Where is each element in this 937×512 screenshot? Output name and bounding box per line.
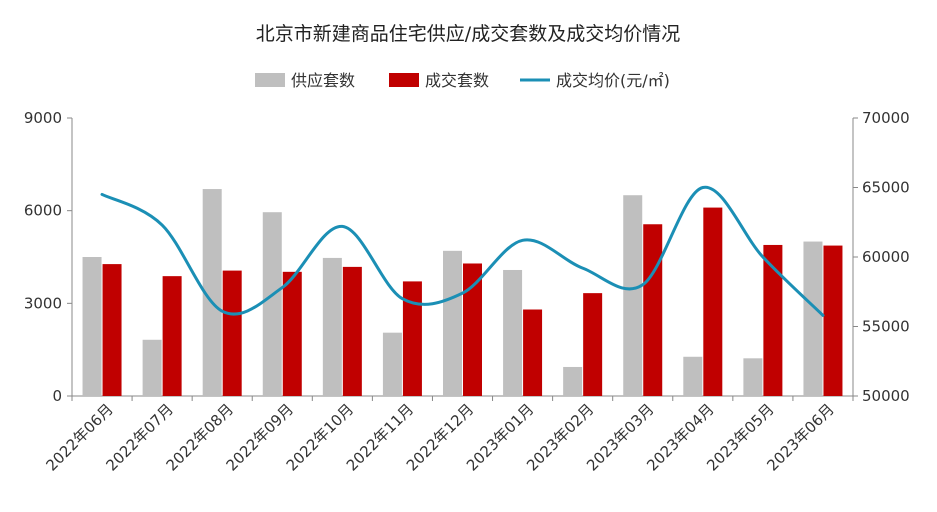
legend-label: 成交均价(元/㎡) xyxy=(556,71,670,90)
deal-bar xyxy=(763,244,783,396)
left-tick-label: 9000 xyxy=(24,109,62,127)
supply-bar xyxy=(743,358,763,396)
right-tick-label: 50000 xyxy=(862,387,910,405)
right-tick-label: 55000 xyxy=(862,318,910,336)
deal-bar xyxy=(823,245,843,396)
deal-bar xyxy=(402,281,422,396)
supply-bar xyxy=(202,189,222,396)
deal-bar xyxy=(703,207,723,396)
chart-title: 北京市新建商品住宅供应/成交套数及成交均价情况 xyxy=(256,23,680,45)
supply-bar xyxy=(443,250,462,396)
supply-bar xyxy=(563,366,583,396)
supply-bar xyxy=(382,332,402,396)
right-tick-label: 70000 xyxy=(862,109,910,127)
supply-bar xyxy=(803,241,823,396)
deal-bar xyxy=(583,293,603,396)
legend-label: 成交套数 xyxy=(425,71,489,90)
deal-bar xyxy=(222,270,242,396)
deal-bar xyxy=(342,266,362,396)
deal-bar xyxy=(282,271,302,396)
supply-bar xyxy=(623,195,643,396)
supply-bar xyxy=(683,356,703,396)
left-tick-label: 3000 xyxy=(24,294,62,312)
right-tick-label: 60000 xyxy=(862,248,910,266)
deal-bar xyxy=(643,224,663,396)
deal-bar xyxy=(162,276,182,396)
legend-swatch xyxy=(389,73,419,87)
legend-swatch xyxy=(255,73,285,87)
supply-bar xyxy=(322,257,342,396)
price-line xyxy=(100,185,825,317)
supply-bar xyxy=(262,212,282,396)
deal-bar xyxy=(102,264,122,396)
left-tick-label: 6000 xyxy=(24,202,62,220)
legend-label: 供应套数 xyxy=(291,71,355,90)
right-tick-label: 65000 xyxy=(862,179,910,197)
supply-bar xyxy=(142,339,162,396)
supply-bar xyxy=(503,269,523,396)
bars xyxy=(82,189,843,396)
legend: 供应套数 成交套数 成交均价(元/㎡) xyxy=(255,71,670,90)
deal-bar xyxy=(463,263,482,396)
left-tick-label: 0 xyxy=(52,387,62,405)
deal-bar xyxy=(523,309,543,396)
axes xyxy=(67,117,858,401)
supply-bar xyxy=(82,257,102,396)
